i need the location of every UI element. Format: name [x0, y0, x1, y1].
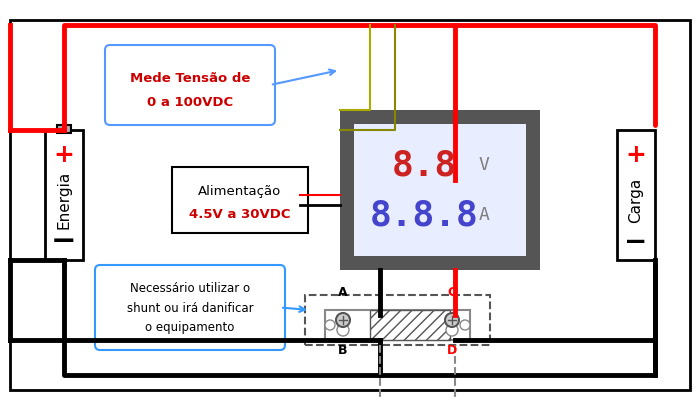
- FancyBboxPatch shape: [354, 124, 526, 256]
- FancyBboxPatch shape: [105, 45, 275, 125]
- Text: B: B: [338, 344, 348, 356]
- Text: Necessário utilizar o: Necessário utilizar o: [130, 282, 250, 294]
- Text: C: C: [447, 286, 456, 300]
- Text: 0 a 100VDC: 0 a 100VDC: [147, 96, 233, 108]
- Text: Alimentação: Alimentação: [198, 186, 281, 198]
- Text: A: A: [338, 286, 348, 300]
- Text: shunt ou irá danificar: shunt ou irá danificar: [127, 302, 253, 314]
- Text: D: D: [447, 344, 457, 356]
- FancyBboxPatch shape: [95, 265, 285, 350]
- Text: A: A: [479, 206, 489, 224]
- Text: 4.5V a 30VDC: 4.5V a 30VDC: [189, 208, 290, 220]
- Text: Energia: Energia: [57, 171, 71, 229]
- Text: −: −: [624, 228, 648, 256]
- Circle shape: [460, 320, 470, 330]
- Text: +: +: [54, 143, 74, 167]
- Text: −: −: [51, 228, 77, 256]
- Text: Carga: Carga: [629, 177, 643, 223]
- Circle shape: [336, 313, 350, 327]
- Text: 8.8: 8.8: [391, 148, 456, 182]
- Text: 8.8.8: 8.8.8: [370, 198, 478, 232]
- FancyBboxPatch shape: [45, 130, 83, 260]
- Text: V: V: [479, 156, 489, 174]
- FancyBboxPatch shape: [172, 167, 308, 233]
- FancyBboxPatch shape: [370, 310, 450, 340]
- FancyBboxPatch shape: [617, 130, 655, 260]
- Circle shape: [445, 313, 459, 327]
- Circle shape: [337, 324, 349, 336]
- Text: o equipamento: o equipamento: [146, 322, 234, 334]
- FancyBboxPatch shape: [325, 310, 470, 340]
- Circle shape: [446, 324, 458, 336]
- FancyBboxPatch shape: [57, 125, 71, 133]
- Circle shape: [325, 320, 335, 330]
- Text: +: +: [626, 143, 646, 167]
- Text: Mede Tensão de: Mede Tensão de: [130, 72, 250, 84]
- FancyBboxPatch shape: [340, 110, 540, 270]
